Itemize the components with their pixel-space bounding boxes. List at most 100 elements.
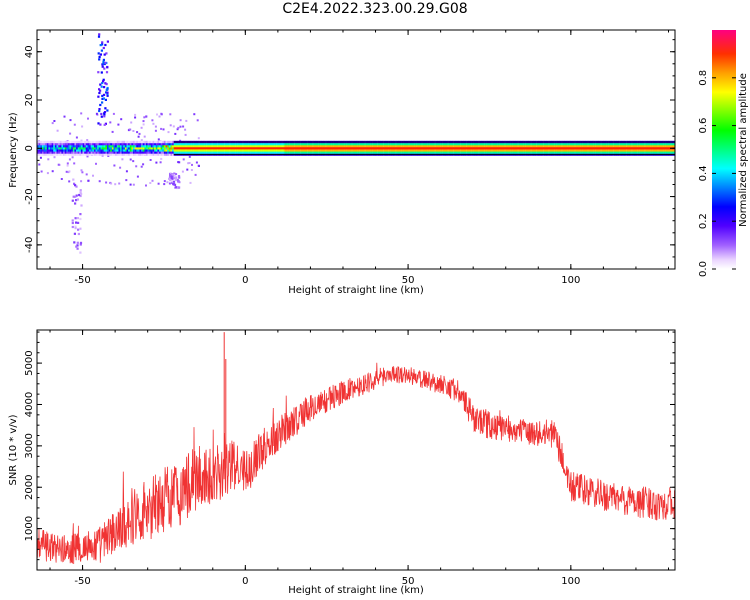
spectrogram-cell <box>264 151 267 154</box>
spectrogram-cell <box>644 145 646 148</box>
spectrogram-cell <box>305 142 308 146</box>
spectrogram-cell <box>150 145 153 148</box>
spectrogram-speckle <box>105 88 108 91</box>
spectrogram-cell <box>87 153 90 156</box>
spectrogram-cell <box>336 149 339 152</box>
spectrogram-cell <box>162 147 165 150</box>
spectrogram-cell <box>398 149 401 152</box>
spectrogram-cell <box>635 151 638 154</box>
spectrogram-cell <box>386 145 389 148</box>
spectrogram-cell <box>645 151 648 154</box>
spectrogram-cell <box>658 149 661 152</box>
spectrogram-cell <box>520 142 523 146</box>
spectrogram-cell <box>98 149 101 152</box>
spectrogram-cell <box>448 151 451 154</box>
spectrogram-cell <box>97 151 99 154</box>
spectrogram-cell <box>100 153 103 156</box>
spectrogram-cell <box>115 140 117 144</box>
spectrogram-cell <box>331 151 334 154</box>
spectrogram-cell <box>671 151 674 154</box>
spectrogram-cell <box>261 145 264 148</box>
spectrogram-cell <box>46 153 49 156</box>
spectrogram-cell <box>530 145 532 148</box>
spectrogram-cell <box>383 151 386 154</box>
spectrogram-cell <box>45 142 47 146</box>
spectrogram-cell <box>587 142 589 146</box>
spectrogram-cell <box>624 151 627 154</box>
spectrogram-cell <box>98 147 101 150</box>
spectrogram-cell <box>668 149 671 152</box>
spectrogram-cell <box>100 145 103 148</box>
spectrogram-cell <box>601 142 604 146</box>
spectrogram-cell <box>603 142 606 146</box>
spectrogram-cell <box>266 149 269 152</box>
spectrogram-cell <box>299 151 301 154</box>
spectrogram-cell <box>437 145 440 148</box>
spectrogram-cell <box>326 151 329 154</box>
spectrogram-cell <box>364 149 366 152</box>
spectrogram-speckle <box>73 241 76 244</box>
spectrogram-cell <box>632 151 635 154</box>
spectrogram-cell <box>601 145 604 148</box>
spectrogram-cell <box>305 151 308 154</box>
spectrogram-cell <box>302 149 305 152</box>
spectrogram-cell <box>240 149 243 152</box>
spectrogram-cell <box>108 142 111 146</box>
spectrogram-cell <box>458 151 461 154</box>
spectrogram-speckle <box>104 82 107 85</box>
spectrogram-cell <box>629 151 632 154</box>
spectrogram-speckle <box>142 163 145 166</box>
spectrogram-cell <box>515 151 518 154</box>
spectrogram-cell <box>121 142 124 146</box>
spectrogram-cell <box>220 142 223 146</box>
spectrogram-cell <box>316 142 319 146</box>
spectrogram-cell <box>526 142 529 146</box>
spectrogram-cell <box>152 153 155 156</box>
spectrogram-cell <box>632 142 635 146</box>
spectrogram-speckle <box>79 251 82 254</box>
spectrogram-cell <box>530 149 532 152</box>
spectrogram-cell <box>432 149 435 152</box>
spectrogram-cell <box>478 145 480 148</box>
spectrogram-cell <box>585 142 588 146</box>
spectrogram-speckle <box>106 109 109 112</box>
spectrogram-cell <box>473 142 475 146</box>
spectrogram-cell <box>137 140 140 144</box>
spectrogram-cell <box>411 145 414 148</box>
spectrogram-cell <box>38 140 41 144</box>
spectrogram-cell <box>94 140 96 144</box>
spectrogram-cell <box>172 153 174 156</box>
spectrogram-cell <box>89 145 91 148</box>
spectrogram-cell <box>227 149 230 152</box>
spectrogram-cell <box>98 140 101 144</box>
spectrogram-cell <box>549 142 552 146</box>
spectrogram-cell <box>253 142 256 146</box>
spectrogram-cell <box>66 149 69 152</box>
spectrogram-cell <box>323 145 326 148</box>
spectrogram-cell <box>80 149 83 152</box>
spectrogram-cell <box>404 149 407 152</box>
spectrogram-cell <box>385 145 388 148</box>
spectrogram-cell <box>282 151 285 154</box>
spectrogram-cell <box>165 145 168 148</box>
spectrogram-cell <box>336 151 339 154</box>
spectrogram-speckle <box>119 166 122 169</box>
spectrogram-cell <box>660 142 663 146</box>
spectrogram-cell <box>167 145 169 148</box>
spectrogram-cell <box>320 145 322 148</box>
spectrogram-speckle <box>71 225 74 229</box>
spectrogram-cell <box>216 145 218 148</box>
spectrogram-cell <box>168 145 171 148</box>
spectrogram-cell <box>590 142 593 146</box>
spectrogram-cell <box>295 142 298 146</box>
spectrogram-speckle <box>118 182 121 185</box>
spectrogram-cell <box>455 151 458 154</box>
spectrogram-cell <box>315 142 318 146</box>
spectrogram-cell <box>168 140 171 144</box>
spectrogram-cell <box>69 153 72 156</box>
spectrogram-cell <box>157 142 160 146</box>
spectrogram-cell <box>634 145 637 148</box>
spectrogram-cell <box>51 140 54 144</box>
spectrogram-cell <box>229 151 231 154</box>
spectrogram-cell <box>203 142 205 146</box>
